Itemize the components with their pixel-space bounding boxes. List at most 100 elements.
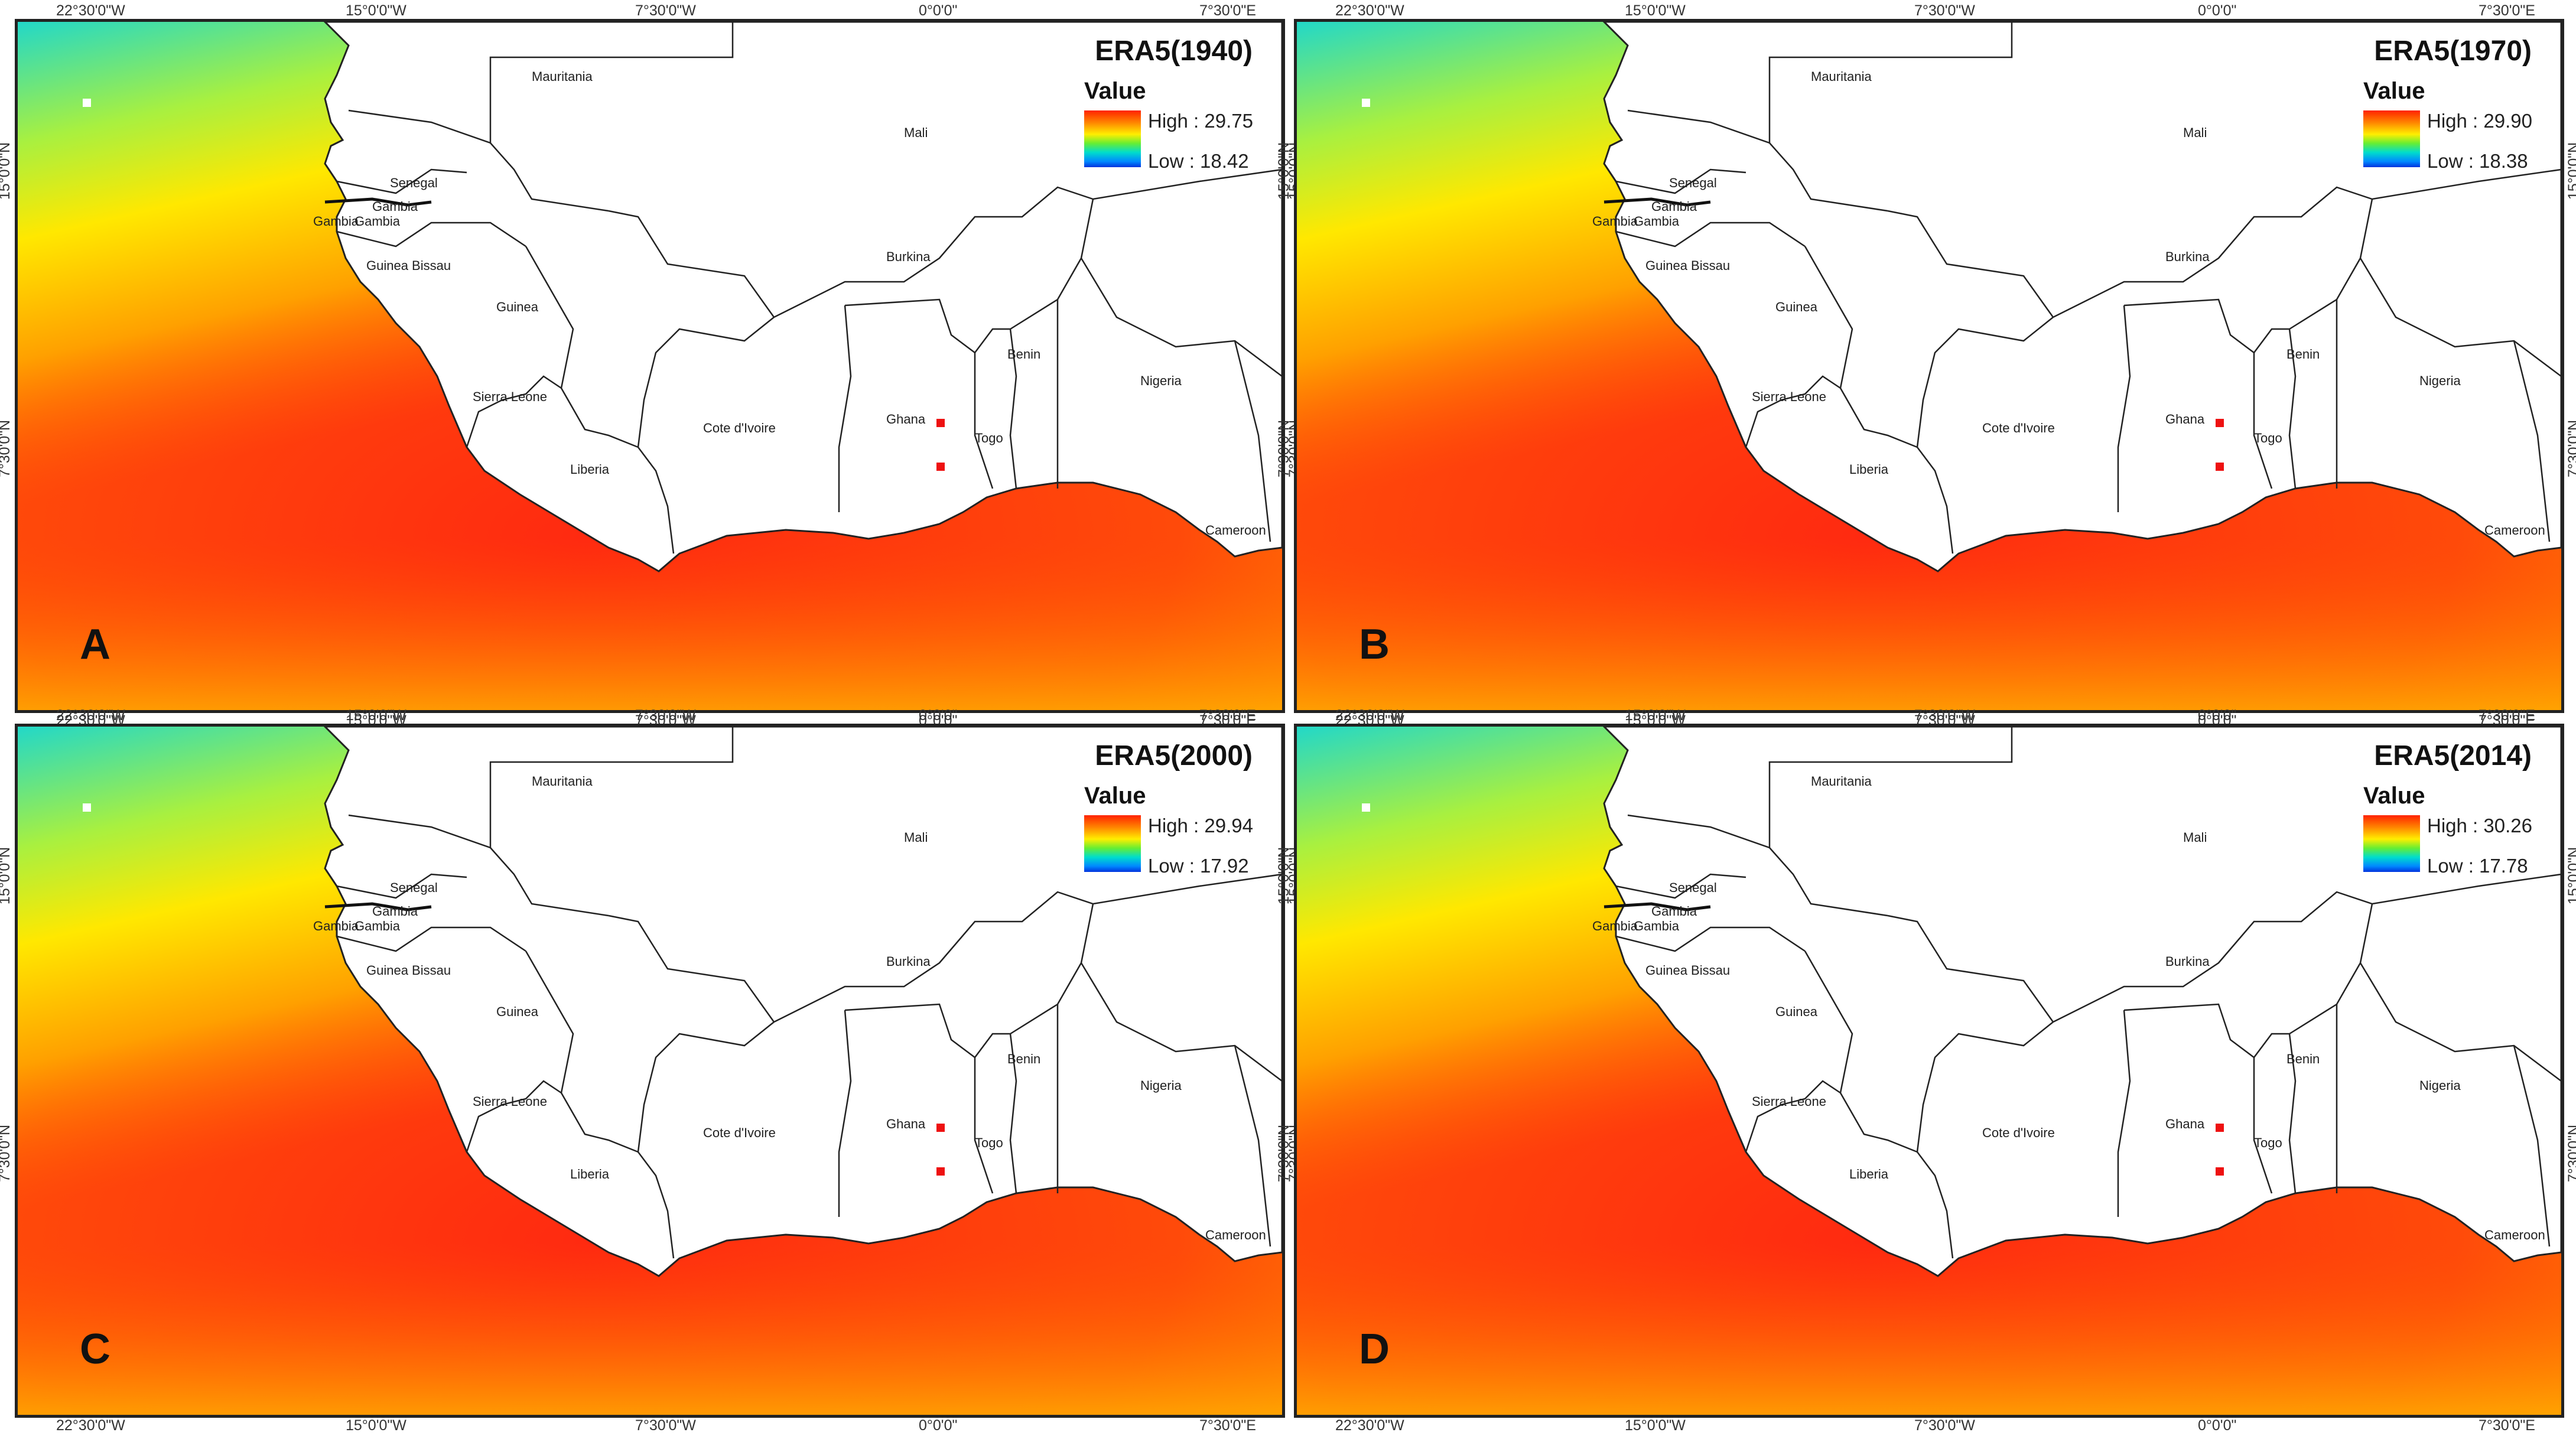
lon-tick-top: 0°0'0" — [2198, 707, 2237, 724]
country-label: Burkina — [886, 249, 931, 264]
legend-color-ramp — [1084, 815, 1141, 872]
legend: Value High : 29.75 Low : 18.42 — [1084, 78, 1273, 220]
legend-low: Low : 17.92 — [1148, 855, 1249, 877]
country-labels: Mauritania Mali Senegal Gambia Gambia Ga… — [313, 774, 1266, 1242]
lon-tick-top: 22°30'0"W — [1335, 2, 1404, 19]
panel-letter: B — [1359, 621, 1390, 668]
country-label: Gambia — [354, 919, 401, 933]
lat-tick-right: 7°30'0"N — [2565, 419, 2576, 478]
country-label: Sierra Leone — [1752, 1094, 1826, 1109]
lat-tick-left: 15°0'0"N — [0, 847, 14, 905]
country-label: Nigeria — [1140, 373, 1182, 388]
lat-tick-left: 15°0'0"N — [0, 142, 14, 200]
lat-tick-left: 15°0'0"N — [1276, 847, 1293, 905]
lon-tick-bottom: 0°0'0" — [2198, 1417, 2237, 1434]
country-label: Nigeria — [2419, 1078, 2461, 1093]
country-borders — [336, 22, 1282, 554]
country-label: Cameroon — [1205, 523, 1266, 538]
grid-gap-marker — [83, 99, 91, 107]
legend: Value High : 29.94 Low : 17.92 — [1084, 783, 1273, 925]
legend: Value High : 29.90 Low : 18.38 — [2363, 78, 2552, 220]
country-label: Guinea — [496, 300, 539, 314]
lon-tick-top: 7°30'0"E — [2479, 2, 2535, 19]
panel-a: Mauritania Mali Senegal Gambia Gambia Ga… — [0, 2, 1303, 729]
country-label: Mauritania — [1811, 69, 1872, 84]
country-label: Liberia — [1849, 1167, 1889, 1181]
country-label: Sierra Leone — [473, 389, 547, 404]
lat-tick-left: 7°30'0"N — [0, 1124, 14, 1183]
lon-tick-bottom: 7°30'0"E — [2479, 1417, 2535, 1434]
site-marker — [2216, 419, 2224, 427]
lon-tick-top: 7°30'0"E — [1199, 2, 1256, 19]
country-label: Burkina — [2165, 954, 2210, 969]
lat-tick-right: 15°0'0"N — [2565, 142, 2576, 200]
country-label: Cote d'Ivoire — [703, 421, 776, 435]
country-label: Senegal — [390, 175, 438, 190]
lat-tick-right: 15°0'0"N — [2565, 847, 2576, 905]
lon-tick-top: 15°0'0"W — [1625, 707, 1686, 724]
sst-map: Mauritania Mali Senegal Gambia Gambia Ga… — [1297, 727, 2561, 1415]
country-label: Liberia — [570, 462, 610, 477]
country-label: Gambia — [1651, 904, 1697, 919]
sst-map: Mauritania Mali Senegal Gambia Gambia Ga… — [1297, 22, 2561, 710]
panel-d: Mauritania Mali Senegal Gambia Gambia Ga… — [1276, 707, 2576, 1434]
lon-tick-bottom: 22°30'0"W — [1335, 1417, 1404, 1434]
lat-tick-left: 7°30'0"N — [0, 419, 14, 478]
lon-tick-top: 7°30'0"W — [635, 707, 696, 724]
country-label: Cote d'Ivoire — [1982, 421, 2055, 435]
country-borders — [1615, 22, 2561, 554]
lon-tick-top: 22°30'0"W — [1335, 707, 1404, 724]
site-marker — [2216, 1124, 2224, 1132]
panel-c: Mauritania Mali Senegal Gambia Gambia Ga… — [0, 707, 1303, 1434]
country-label: Gambia — [1592, 214, 1638, 229]
lon-tick-top: 0°0'0" — [2198, 2, 2237, 19]
country-label: Liberia — [570, 1167, 610, 1181]
country-label: Mali — [904, 125, 928, 140]
country-label: Togo — [975, 431, 1003, 445]
country-label: Benin — [1007, 1052, 1040, 1066]
country-label: Sierra Leone — [1752, 389, 1826, 404]
panel-title: ERA5(2000) — [1095, 740, 1253, 772]
site-marker — [2216, 1167, 2224, 1176]
country-label: Cameroon — [2484, 523, 2545, 538]
country-label: Togo — [2254, 431, 2282, 445]
legend: Value High : 30.26 Low : 17.78 — [2363, 783, 2552, 925]
lon-tick-top: 7°30'0"E — [1199, 707, 1256, 724]
legend-title: Value — [2363, 783, 2425, 809]
lon-tick-bottom: 7°30'0"W — [1914, 1417, 1975, 1434]
land-mass — [323, 727, 1282, 1277]
sst-map: Mauritania Mali Senegal Gambia Gambia Ga… — [18, 22, 1282, 710]
panel-title: ERA5(2014) — [2374, 740, 2532, 772]
legend-title: Value — [1084, 783, 1146, 809]
gambia-river — [324, 902, 432, 912]
lon-tick-top: 15°0'0"W — [346, 707, 406, 724]
land-mass — [1602, 727, 2561, 1277]
legend-color-ramp — [2363, 110, 2420, 167]
grid-gap-marker — [83, 803, 91, 812]
country-label: Mali — [2183, 830, 2207, 845]
country-label: Nigeria — [1140, 1078, 1182, 1093]
country-label: Liberia — [1849, 462, 1889, 477]
legend-high: High : 29.94 — [1148, 815, 1253, 836]
country-label: Guinea Bissau — [366, 963, 451, 978]
country-label: Burkina — [886, 954, 931, 969]
lat-tick-left: 7°30'0"N — [1276, 1124, 1293, 1183]
country-label: Senegal — [1669, 880, 1717, 895]
country-label: Mauritania — [532, 69, 593, 84]
country-label: Ghana — [2165, 1117, 2205, 1131]
country-label: Senegal — [1669, 175, 1717, 190]
country-label: Cameroon — [2484, 1228, 2545, 1242]
country-label: Ghana — [886, 1117, 926, 1131]
lon-tick-top: 15°0'0"W — [1625, 2, 1686, 19]
legend-title: Value — [1084, 78, 1146, 104]
legend-low: Low : 18.38 — [2427, 150, 2528, 172]
country-label: Ghana — [886, 412, 926, 427]
country-label: Cote d'Ivoire — [703, 1125, 776, 1140]
country-label: Guinea — [496, 1004, 539, 1019]
country-label: Guinea Bissau — [1645, 258, 1730, 273]
lon-tick-top: 7°30'0"W — [1914, 2, 1975, 19]
country-label: Guinea — [1775, 300, 1818, 314]
panel-title: ERA5(1940) — [1095, 35, 1253, 67]
panel-letter: D — [1359, 1326, 1390, 1373]
